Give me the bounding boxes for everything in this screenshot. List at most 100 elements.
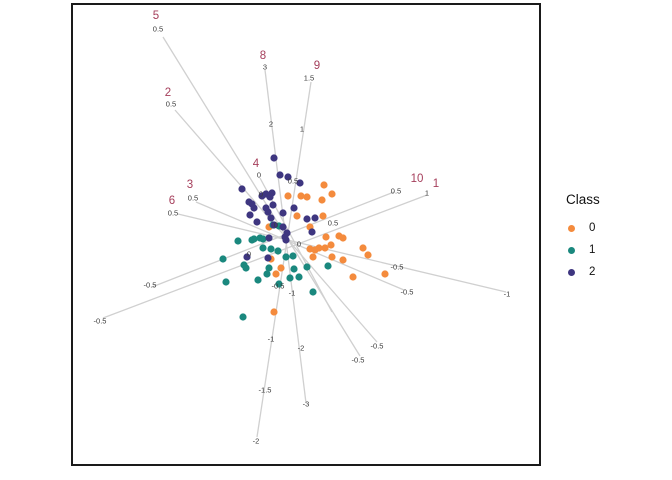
- axis-label-9: 9: [314, 60, 320, 72]
- legend-item-2[interactable]: 2: [566, 261, 600, 283]
- legend-item-2-label: 2: [589, 266, 596, 278]
- data-point-class-0: [339, 256, 347, 264]
- axis-line-3: [195, 201, 405, 291]
- axis-3-tick-0.5: 0.5: [188, 194, 198, 203]
- axis-line-6: [177, 213, 507, 293]
- class-0-dot-icon: [568, 224, 575, 232]
- axis-1-tick--0.5: -0.5: [94, 317, 107, 326]
- data-point-class-0: [320, 181, 328, 189]
- data-point-class-2: [276, 171, 284, 179]
- axis-label-6: 6: [169, 195, 175, 207]
- data-point-class-2: [264, 254, 272, 262]
- axis-10-tick-0.5: 0.5: [391, 187, 401, 196]
- axis-9-tick--1.5: -1.5: [259, 386, 272, 395]
- axis-9-tick-1.5: 1.5: [304, 74, 314, 83]
- axis-8-tick--2: -2: [298, 344, 305, 353]
- data-point-class-0: [359, 244, 367, 252]
- data-point-class-1: [290, 265, 298, 273]
- axis-label-8: 8: [260, 50, 266, 62]
- axis-8-tick--3: -3: [303, 400, 310, 409]
- axis-8-tick--1: -1: [289, 289, 296, 298]
- data-point-class-0: [364, 251, 372, 259]
- legend-title: Class: [566, 192, 600, 207]
- data-point-class-2: [268, 189, 276, 197]
- data-point-class-0: [270, 308, 278, 316]
- data-point-class-1: [219, 255, 227, 263]
- data-point-class-0: [319, 212, 327, 220]
- data-point-class-1: [282, 253, 290, 261]
- data-point-class-0: [349, 273, 357, 281]
- axis-9-tick-0.5: 0.5: [288, 177, 298, 186]
- data-point-class-0: [328, 253, 336, 261]
- data-point-class-0: [322, 233, 330, 241]
- axis-6-tick--1: -1: [504, 290, 511, 299]
- axis-2-tick--0.5: -0.5: [371, 342, 384, 351]
- axis-1-tick-0.5: 0.5: [328, 219, 338, 228]
- data-point-class-2: [281, 233, 289, 241]
- class-1-dot-icon: [568, 246, 575, 254]
- legend-item-1[interactable]: 1: [566, 239, 600, 261]
- axis-label-4: 4: [253, 158, 260, 170]
- data-point-class-2: [279, 209, 287, 217]
- axis-5-tick-0: 0: [259, 190, 263, 199]
- data-point-class-0: [284, 192, 292, 200]
- data-point-class-0: [293, 212, 301, 220]
- data-point-class-2: [246, 211, 254, 219]
- data-point-class-0: [297, 192, 305, 200]
- axis-2-tick-0.5: 0.5: [166, 100, 176, 109]
- legend-item-0-label: 0: [589, 222, 596, 234]
- data-point-class-0: [328, 190, 336, 198]
- data-point-class-0: [381, 270, 389, 278]
- data-point-class-2: [265, 234, 273, 242]
- axis-9-tick--2: -2: [253, 437, 260, 446]
- data-point-class-2: [311, 214, 319, 222]
- axis-3-tick--0.5: -0.5: [401, 288, 414, 297]
- axis-8-tick-3: 3: [263, 63, 267, 72]
- data-point-class-2: [267, 214, 275, 222]
- data-point-class-0: [327, 241, 335, 249]
- axis-1-tick-0: 0: [247, 250, 251, 259]
- axis-5-tick-0.5: 0.5: [153, 25, 163, 34]
- legend-item-1-label: 1: [589, 244, 596, 256]
- data-point-class-2: [303, 215, 311, 223]
- data-point-class-1: [303, 263, 311, 271]
- axis-9-tick-1: 1: [300, 125, 304, 134]
- data-point-class-1: [289, 252, 297, 260]
- data-point-class-1: [222, 278, 230, 286]
- axis-line-4: [259, 177, 333, 313]
- data-point-class-1: [239, 313, 247, 321]
- axis-4-tick-0: 0: [257, 171, 261, 180]
- axis-line-10: [151, 191, 395, 288]
- axis-9-tick--0.5: -0.5: [272, 282, 285, 291]
- axis-label-5: 5: [153, 10, 159, 22]
- data-point-class-1: [254, 276, 262, 284]
- class-2-dot-icon: [568, 268, 575, 276]
- axis-5-tick--0.5: -0.5: [352, 356, 365, 365]
- axis-6-tick-0.5: 0.5: [168, 209, 178, 218]
- data-point-class-1: [259, 244, 267, 252]
- data-point-class-1: [324, 262, 332, 270]
- data-point-class-2: [284, 173, 292, 181]
- axis-label-3: 3: [187, 179, 193, 191]
- axis-label-1: 1: [433, 178, 439, 190]
- data-point-class-2: [296, 179, 304, 187]
- data-point-class-1: [248, 236, 256, 244]
- data-point-class-2: [243, 253, 251, 261]
- data-point-class-1: [234, 237, 242, 245]
- data-point-class-2: [270, 221, 278, 229]
- data-point-class-1: [275, 280, 283, 288]
- data-point-class-1: [263, 270, 271, 278]
- data-point-class-0: [318, 196, 326, 204]
- axis-label-2: 2: [165, 87, 171, 99]
- data-point-class-2: [264, 208, 272, 216]
- data-point-class-1: [309, 288, 317, 296]
- data-point-class-0: [339, 234, 347, 242]
- legend-item-0[interactable]: 0: [566, 217, 600, 239]
- axis-6-tick--0.5: -0.5: [391, 263, 404, 272]
- axis-8-tick-2: 2: [269, 120, 273, 129]
- legend: Class 0 1 2: [566, 192, 600, 283]
- data-point-class-0: [272, 270, 280, 278]
- axis-label-10: 10: [411, 173, 424, 185]
